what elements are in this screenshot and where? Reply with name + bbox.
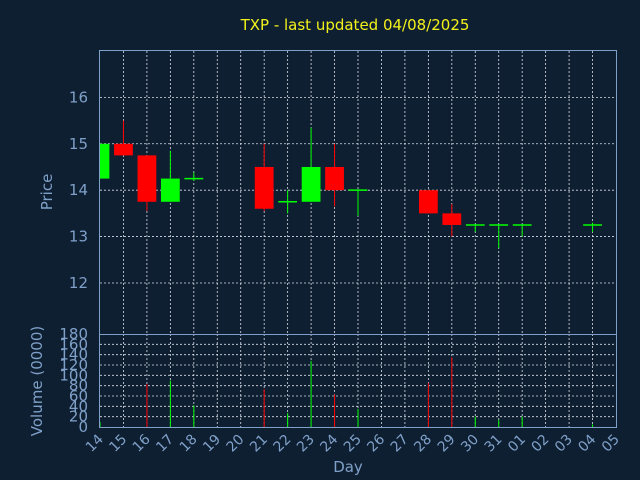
volume-axis-label: Volume (0000) (28, 326, 46, 436)
candle-body-17 (160, 178, 180, 202)
candle-body-24 (325, 166, 344, 191)
chart-title: TXP - last updated 04/08/2025 (240, 16, 470, 34)
volume-tick-label: 60 (69, 387, 88, 405)
candle-body-14 (100, 143, 110, 179)
volume-bars (99, 357, 594, 427)
price-axis-label: Price (38, 174, 56, 211)
x-axis-ticks: 14 15 16 17 18 19 20 21 22 23 24 25 26 27 28 29 30 31 01 02… (83, 431, 623, 455)
volume-tick-label: 180 (59, 325, 88, 343)
volume-tick-label: 160 (59, 335, 88, 353)
candle-body-21 (254, 166, 274, 209)
price-tick-label: 14 (69, 181, 88, 199)
price-axis-ticks: 12 13 14 15 16 (69, 88, 88, 292)
candle-body-29 (442, 213, 462, 225)
volume-tick-label: 40 (69, 397, 88, 415)
volume-tick-label: 100 (59, 366, 88, 384)
volume-tick-label: 80 (69, 377, 88, 395)
price-tick-label: 16 (69, 88, 88, 106)
candle-body-23 (301, 166, 321, 202)
candle-body-16 (137, 155, 157, 202)
volume-tick-label: 140 (59, 346, 88, 364)
volume-tick-label: 20 (69, 408, 88, 426)
candle-body-28 (418, 190, 438, 214)
candles (99, 120, 602, 249)
volume-panel-frame (99, 334, 617, 428)
volume-tick-label: 0 (78, 418, 88, 436)
price-tick-label: 15 (69, 135, 88, 153)
candle-body-15 (114, 143, 133, 156)
x-axis-label: Day (333, 458, 363, 476)
price-tick-label: 12 (69, 274, 88, 292)
price-tick-label: 13 (69, 228, 88, 246)
volume-tick-label: 120 (59, 356, 88, 374)
